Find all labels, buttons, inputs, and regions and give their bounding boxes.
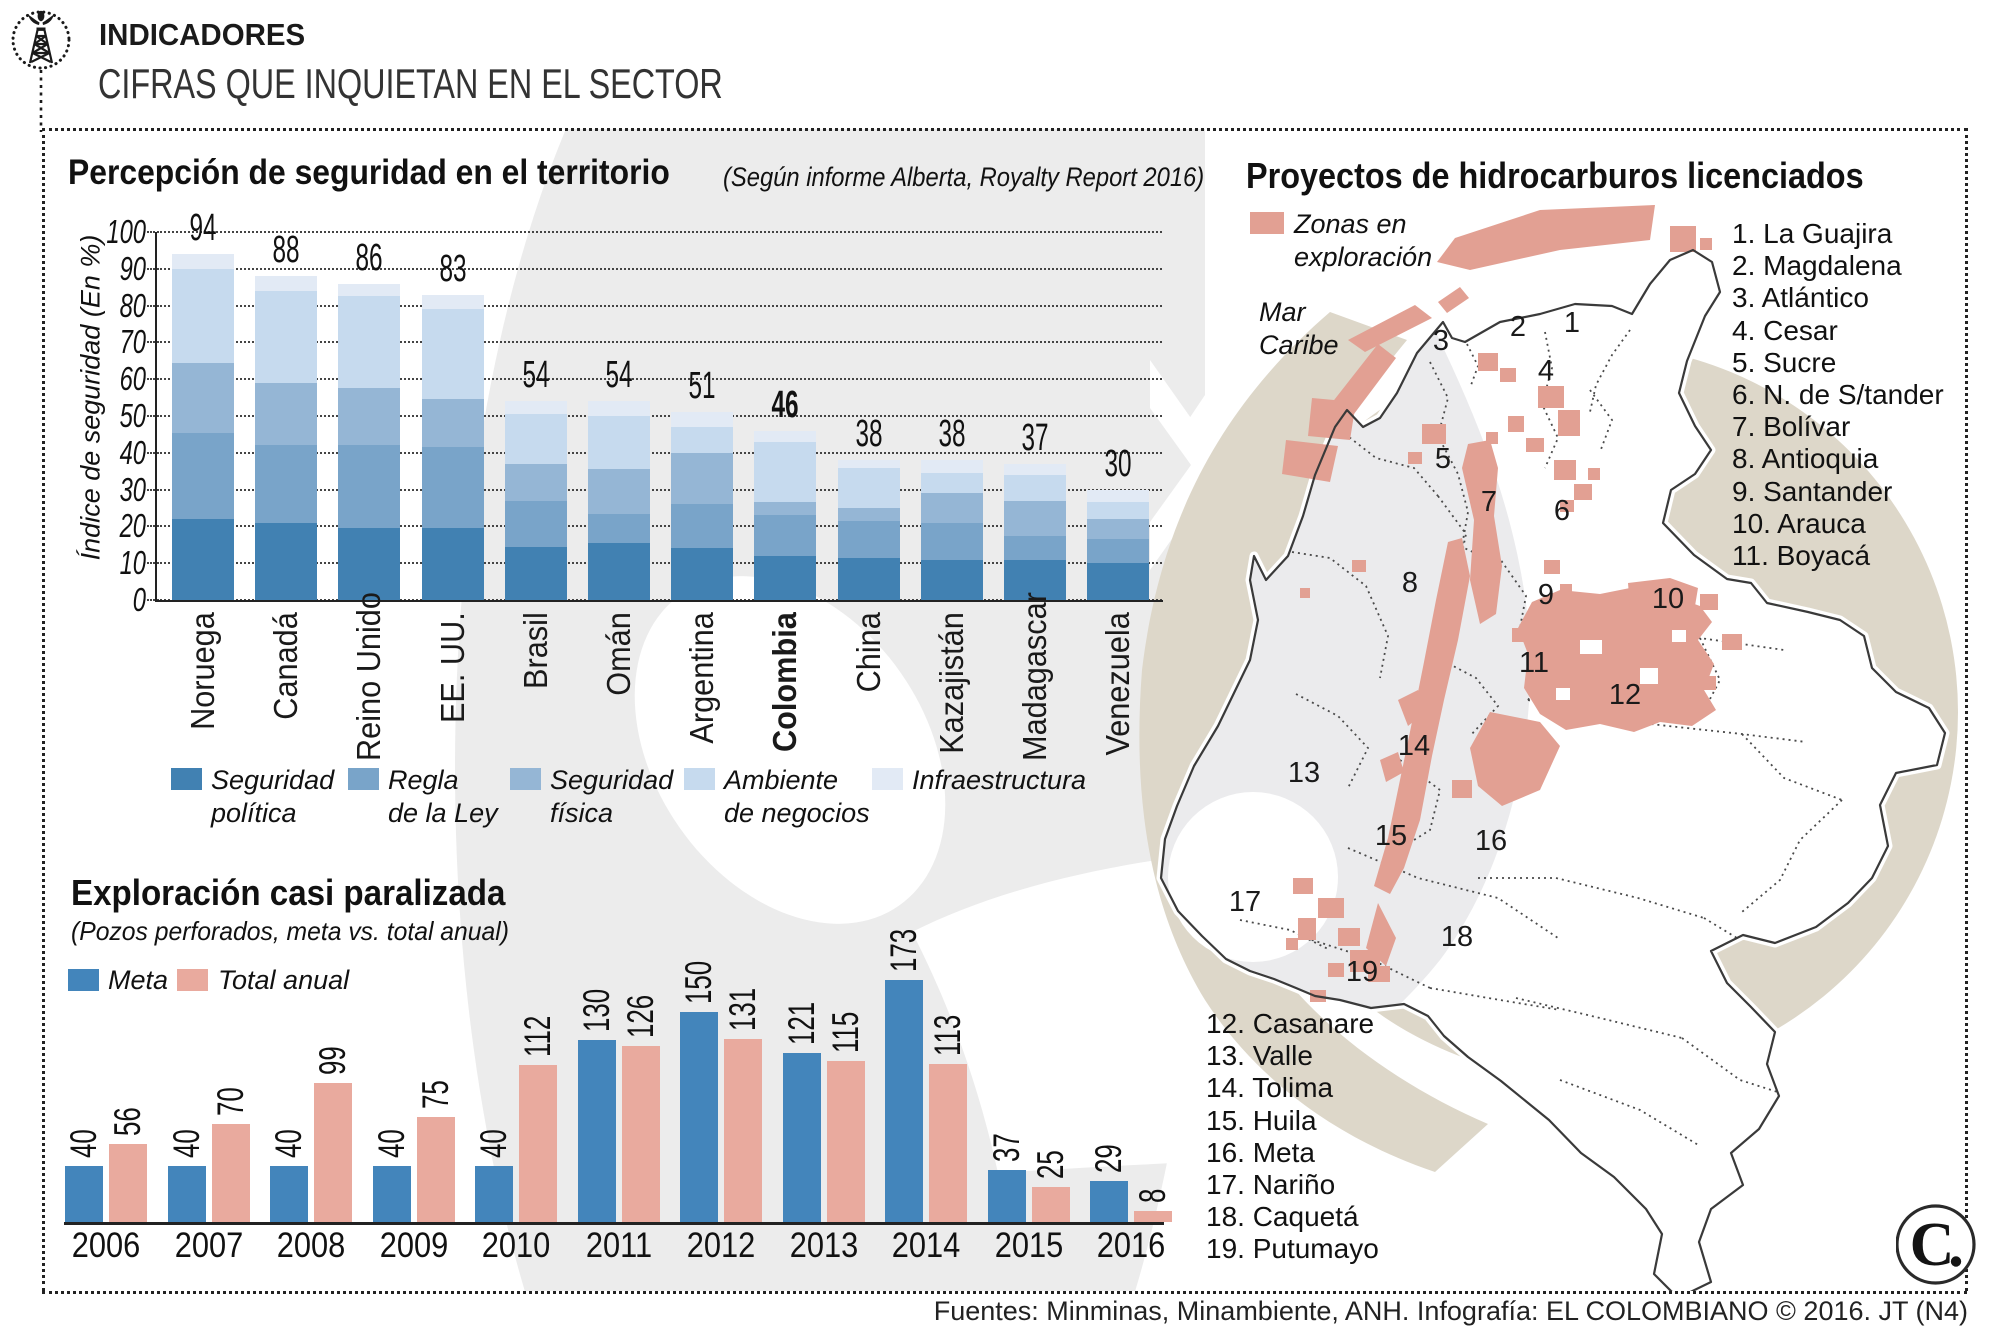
svg-text:11: 11 [1519, 647, 1549, 679]
svg-text:9: 9 [1538, 579, 1554, 611]
svg-text:7: 7 [1481, 486, 1497, 518]
svg-text:15: 15 [1375, 820, 1407, 852]
svg-text:19: 19 [1346, 956, 1378, 988]
svg-text:6: 6 [1554, 495, 1570, 527]
svg-text:4: 4 [1538, 355, 1554, 387]
svg-text:18: 18 [1441, 921, 1473, 953]
svg-text:8: 8 [1402, 567, 1418, 599]
svg-text:5: 5 [1435, 443, 1451, 475]
svg-text:17: 17 [1229, 886, 1261, 918]
svg-text:10: 10 [1652, 583, 1684, 615]
svg-text:12: 12 [1609, 679, 1641, 711]
svg-text:3: 3 [1433, 325, 1449, 357]
svg-text:14: 14 [1398, 730, 1430, 762]
svg-text:2: 2 [1510, 311, 1526, 343]
svg-text:C: C [1910, 1211, 1955, 1279]
svg-text:1: 1 [1564, 307, 1580, 339]
svg-text:13: 13 [1288, 757, 1320, 789]
svg-text:16: 16 [1475, 825, 1507, 857]
